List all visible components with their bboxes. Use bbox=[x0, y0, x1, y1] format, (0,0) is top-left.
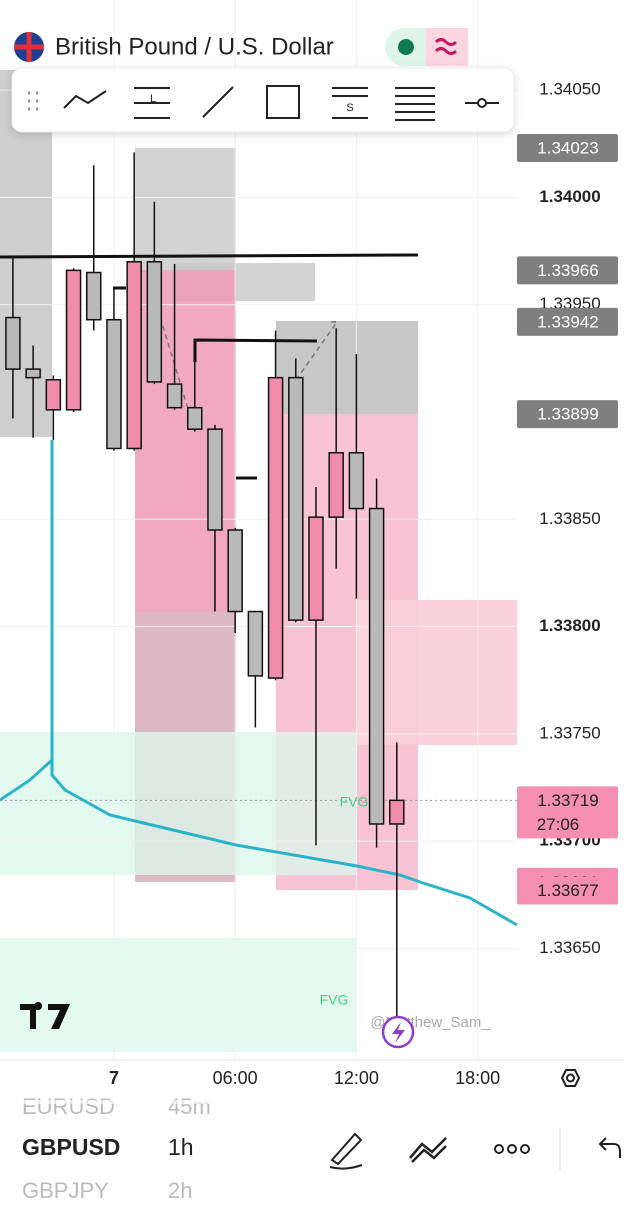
candle-body bbox=[45, 379, 62, 411]
price-label-box bbox=[517, 134, 618, 163]
countdown: 27:06 bbox=[537, 815, 580, 834]
settings-button[interactable] bbox=[560, 1069, 581, 1087]
candle-body bbox=[85, 271, 102, 321]
candle-body bbox=[348, 452, 365, 510]
watch-symbol[interactable]: GBPJPY bbox=[22, 1178, 109, 1203]
candle-body bbox=[187, 406, 203, 430]
candle-body bbox=[207, 428, 223, 531]
candle-body bbox=[328, 452, 344, 518]
long-tool[interactable] bbox=[134, 87, 170, 119]
price-label: 1.34023 bbox=[537, 139, 598, 158]
header: British Pound / U.S. Dollar bbox=[14, 28, 468, 66]
price-label-box bbox=[517, 786, 618, 839]
more-button[interactable] bbox=[494, 1144, 530, 1154]
drawing-toolbar: L S bbox=[11, 67, 515, 133]
vwap-line bbox=[0, 440, 518, 927]
drawings bbox=[0, 70, 517, 1052]
zone bbox=[385, 600, 517, 745]
candle-body bbox=[146, 261, 163, 383]
candle-body bbox=[389, 799, 405, 825]
y-tick-label: 1.34050 bbox=[539, 80, 600, 99]
candles bbox=[5, 152, 405, 1020]
candle-body bbox=[267, 376, 284, 679]
price-label-box bbox=[517, 876, 618, 905]
zone bbox=[0, 938, 357, 1052]
trend-tool[interactable] bbox=[63, 90, 107, 109]
price-label: 1.33677 bbox=[537, 881, 598, 900]
rect-tool[interactable] bbox=[266, 85, 300, 119]
zone bbox=[135, 148, 236, 270]
candle-body bbox=[25, 368, 41, 379]
tool-letter: L bbox=[150, 93, 156, 105]
watch-symbol[interactable]: EURUSD bbox=[22, 1094, 115, 1119]
tradingview-logo bbox=[20, 1002, 70, 1029]
draw-button[interactable] bbox=[329, 1132, 363, 1170]
candle-body bbox=[5, 316, 21, 370]
y-tick-label: 1.33750 bbox=[539, 723, 600, 742]
price-label-box bbox=[517, 307, 618, 336]
price-label-box bbox=[517, 400, 618, 429]
y-tick-label: 1.34000 bbox=[539, 187, 600, 206]
y-tick-label: 1.33650 bbox=[539, 938, 600, 957]
x-tick-label: 06:00 bbox=[213, 1068, 258, 1088]
x-tick-label: 7 bbox=[109, 1068, 119, 1088]
symbol-title: British Pound / U.S. Dollar bbox=[55, 33, 334, 60]
fvg-label: FVG bbox=[340, 794, 369, 810]
candle-body bbox=[247, 610, 264, 677]
undo-button[interactable] bbox=[598, 1137, 621, 1158]
y-tick-label: 1.33850 bbox=[539, 509, 600, 528]
zone bbox=[0, 732, 357, 875]
alert-button[interactable] bbox=[381, 1015, 415, 1049]
price-axis: 7 06:00 12:00 18:001.340501.340001.339501.3… bbox=[109, 80, 618, 1088]
watch-interval: 45m bbox=[168, 1094, 211, 1119]
candle-body bbox=[227, 529, 243, 613]
tool-letter: S bbox=[346, 102, 353, 114]
candle-body bbox=[166, 383, 183, 409]
tools-button[interactable] bbox=[409, 1137, 447, 1163]
price-label: 1.33719 bbox=[537, 791, 598, 810]
x-tick-label: 18:00 bbox=[455, 1068, 500, 1088]
candle-body bbox=[288, 376, 304, 621]
candle-body bbox=[126, 261, 142, 450]
price-label: 1.33899 bbox=[537, 405, 598, 424]
watch-interval: 1h bbox=[168, 1134, 194, 1160]
price-label: 1.33942 bbox=[537, 312, 598, 331]
grid bbox=[0, 0, 517, 1060]
price-label: 1.33966 bbox=[537, 261, 598, 280]
x-tick-label: 12:00 bbox=[334, 1068, 379, 1088]
fib-tool[interactable] bbox=[395, 87, 435, 121]
watch-symbol[interactable]: GBPUSD bbox=[22, 1134, 120, 1160]
y-tick-label: 1.33800 bbox=[539, 616, 600, 635]
fvg-label: FVG bbox=[320, 992, 349, 1008]
level-line bbox=[0, 253, 419, 259]
candle-body bbox=[368, 507, 385, 825]
price-label-box bbox=[517, 256, 618, 285]
candle-body bbox=[65, 269, 82, 411]
watch-interval: 2h bbox=[168, 1178, 192, 1200]
short-tool[interactable] bbox=[332, 87, 368, 119]
candle-body bbox=[308, 516, 324, 621]
bottom-bar: EURUSD 45m GBPUSD 1h GBPJPY 2h bbox=[0, 1094, 624, 1203]
candle-body bbox=[106, 318, 122, 450]
line-tool[interactable] bbox=[202, 86, 234, 118]
